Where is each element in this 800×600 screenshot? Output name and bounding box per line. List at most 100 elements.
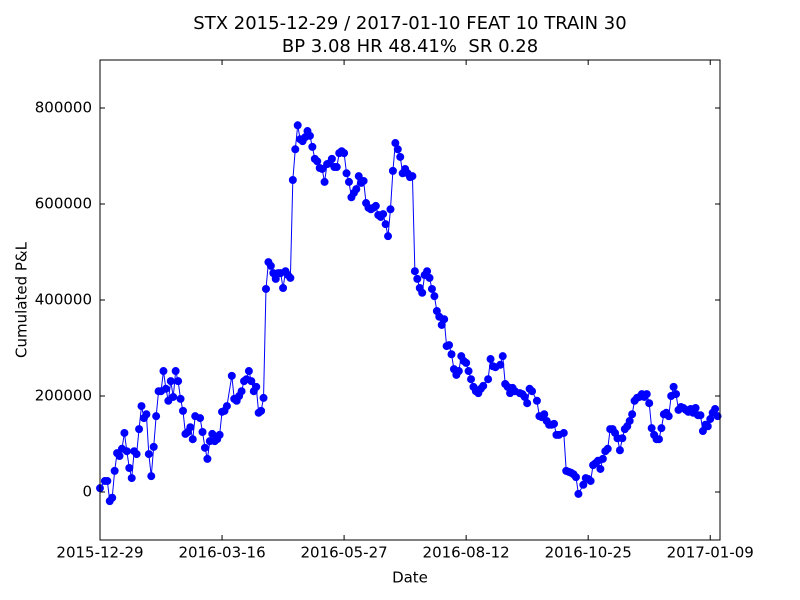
data-point: [528, 387, 537, 396]
x-tick-label: 2016-08-12: [423, 544, 510, 562]
x-tick-label: 2016-03-16: [178, 544, 265, 562]
data-point: [384, 232, 393, 241]
data-point: [454, 367, 463, 376]
data-point: [147, 472, 156, 481]
data-point: [657, 424, 666, 433]
x-tick-label: 2017-01-09: [667, 544, 754, 562]
data-point: [320, 177, 329, 186]
data-point: [396, 152, 405, 161]
data-point: [579, 480, 588, 489]
data-point: [496, 360, 505, 369]
data-point: [103, 476, 112, 485]
data-point: [596, 464, 605, 473]
data-point: [198, 428, 207, 436]
data-point: [713, 412, 722, 421]
data-point: [122, 447, 131, 456]
data-point: [571, 473, 580, 482]
data-point: [171, 367, 180, 376]
x-tick-label: 2016-10-25: [545, 544, 632, 562]
data-point: [371, 201, 380, 210]
data-point: [279, 284, 288, 292]
data-point: [381, 220, 390, 229]
data-point: [642, 390, 651, 399]
data-point: [615, 446, 624, 455]
data-point: [266, 261, 275, 270]
data-point: [418, 288, 427, 297]
y-tick-label: 400000: [35, 291, 92, 309]
data-point: [149, 442, 158, 451]
data-point: [305, 131, 314, 140]
data-point: [447, 350, 456, 359]
data-point: [237, 387, 246, 396]
data-point: [318, 164, 327, 173]
data-point: [654, 435, 663, 444]
data-point: [142, 410, 151, 419]
data-point: [288, 176, 297, 184]
data-point: [293, 121, 302, 130]
data-point: [308, 142, 317, 151]
data-point: [425, 273, 434, 282]
data-point: [120, 428, 129, 437]
data-point: [703, 422, 712, 431]
data-point: [603, 444, 612, 453]
data-point: [440, 315, 449, 324]
plot-area: [96, 121, 722, 506]
data-point: [388, 166, 397, 175]
data-point: [352, 185, 361, 194]
data-point: [393, 145, 402, 154]
data-point: [110, 466, 119, 475]
data-point: [257, 406, 266, 415]
data-point: [559, 428, 568, 437]
data-point: [286, 273, 295, 282]
data-point: [479, 381, 488, 390]
data-point: [174, 377, 183, 386]
data-point: [115, 452, 124, 460]
data-point: [127, 474, 136, 483]
data-point: [227, 371, 236, 380]
data-point: [291, 145, 300, 154]
data-point: [625, 416, 634, 425]
data-point: [252, 382, 261, 391]
data-point: [498, 352, 507, 361]
y-axis-label: Cumulated P&L: [13, 241, 31, 358]
data-point: [359, 176, 368, 185]
data-point: [484, 375, 493, 384]
data-point: [550, 419, 559, 428]
data-point: [645, 399, 654, 408]
data-point: [108, 493, 117, 502]
data-point: [327, 154, 336, 163]
data-point: [132, 450, 141, 459]
data-point: [188, 435, 197, 444]
chart-subtitle: BP 3.08 HR 48.41% SR 0.28: [282, 36, 538, 57]
y-tick-label: 600000: [35, 195, 92, 213]
data-point: [135, 425, 144, 434]
data-point: [222, 402, 231, 411]
data-point: [696, 411, 705, 420]
data-point: [354, 172, 363, 181]
data-point: [340, 149, 349, 158]
y-tick-label: 0: [82, 483, 92, 501]
data-point: [178, 406, 187, 415]
data-point: [342, 169, 351, 178]
data-point: [215, 430, 224, 439]
data-point: [540, 410, 549, 419]
data-point: [523, 399, 532, 408]
data-point: [152, 412, 161, 421]
data-point: [691, 404, 700, 412]
data-point: [408, 172, 417, 181]
data-point: [486, 355, 495, 364]
data-point: [203, 454, 212, 463]
data-point: [176, 394, 185, 403]
data-point: [427, 284, 436, 293]
data-point: [430, 292, 439, 301]
data-point: [247, 377, 256, 386]
x-tick-label: 2016-05-27: [301, 544, 388, 562]
data-point: [464, 367, 473, 376]
data-point: [244, 367, 253, 376]
chart-title: STX 2015-12-29 / 2017-01-10 FEAT 10 TRAI…: [193, 13, 626, 34]
data-point: [423, 267, 432, 276]
data-point: [467, 375, 476, 384]
data-point: [125, 464, 134, 472]
